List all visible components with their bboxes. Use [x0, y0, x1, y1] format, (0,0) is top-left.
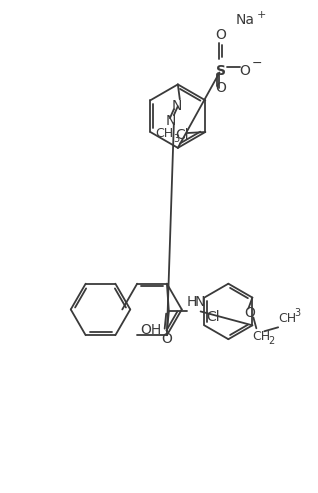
- Text: Na: Na: [235, 13, 254, 27]
- Text: Cl: Cl: [206, 311, 220, 324]
- Text: N: N: [172, 99, 182, 113]
- Text: CH: CH: [252, 330, 271, 343]
- Text: O: O: [216, 81, 226, 95]
- Text: H: H: [187, 294, 197, 309]
- Text: 3: 3: [294, 309, 300, 318]
- Text: CH: CH: [278, 312, 296, 325]
- Text: O: O: [161, 332, 172, 346]
- Text: S: S: [216, 64, 225, 77]
- Text: 3: 3: [173, 134, 179, 144]
- Text: +: +: [257, 10, 266, 20]
- Text: OH: OH: [140, 323, 161, 337]
- Text: O: O: [239, 64, 250, 77]
- Text: −: −: [252, 57, 263, 70]
- Text: 2: 2: [268, 336, 274, 346]
- Text: Cl: Cl: [176, 128, 189, 142]
- Text: O: O: [216, 28, 226, 42]
- Text: CH: CH: [155, 128, 173, 141]
- Text: N: N: [166, 114, 176, 128]
- Text: O: O: [245, 307, 255, 320]
- Text: N: N: [195, 294, 205, 309]
